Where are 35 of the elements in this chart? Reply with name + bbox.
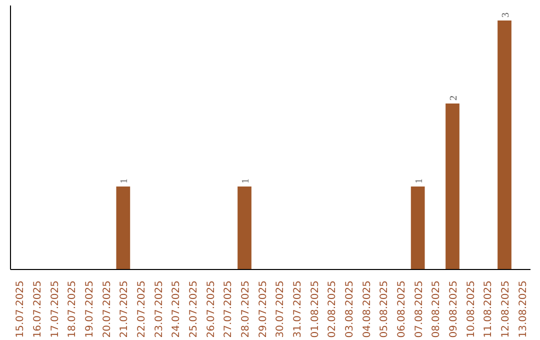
x-tick-label: 21.07.2025: [119, 280, 130, 338]
data-label: 1: [414, 178, 425, 184]
x-tick-label: 04.08.2025: [362, 280, 373, 338]
x-tick-label: 09.08.2025: [448, 280, 460, 338]
x-tick-label: 07.08.2025: [414, 280, 425, 338]
x-tick-label: 10.08.2025: [466, 280, 477, 338]
data-label: 1: [119, 178, 130, 184]
x-tick-label: 08.08.2025: [431, 280, 442, 338]
x-tick-label: 19.07.2025: [84, 280, 96, 338]
x-tick-label: 06.08.2025: [396, 280, 408, 338]
x-tick-label: 28.07.2025: [240, 280, 252, 338]
x-tick-label: 16.07.2025: [32, 280, 44, 338]
x-tick-label: 31.07.2025: [292, 280, 304, 338]
x-tick-label: 01.08.2025: [310, 280, 321, 338]
x-tick-label: 30.07.2025: [275, 280, 286, 338]
x-tick-label: 03.08.2025: [344, 280, 356, 338]
x-tick-label: 18.07.2025: [67, 280, 78, 338]
x-tick-label: 20.07.2025: [102, 280, 113, 338]
x-tick-label: 12.08.2025: [500, 280, 512, 338]
x-tick-label: 24.07.2025: [171, 280, 182, 338]
x-tick-label: 05.08.2025: [379, 280, 390, 338]
x-tick-label: 13.08.2025: [518, 280, 529, 338]
x-tick-label: 11.08.2025: [483, 280, 494, 338]
x-tick-label: 15.07.2025: [15, 280, 26, 338]
x-tick-label: 17.07.2025: [50, 280, 61, 338]
data-label: 3: [500, 12, 512, 18]
x-tick-label: 27.07.2025: [223, 280, 234, 338]
x-tick-label: 29.07.2025: [258, 280, 269, 338]
x-tick-label: 23.07.2025: [154, 280, 165, 338]
x-tick-label: 22.07.2025: [136, 280, 148, 338]
data-label: 1: [240, 178, 252, 184]
data-label: 2: [448, 95, 460, 100]
x-tick-label: 25.07.2025: [188, 280, 200, 338]
x-tick-label: 26.07.2025: [206, 280, 217, 338]
x-tick-label: 02.08.2025: [327, 280, 338, 338]
